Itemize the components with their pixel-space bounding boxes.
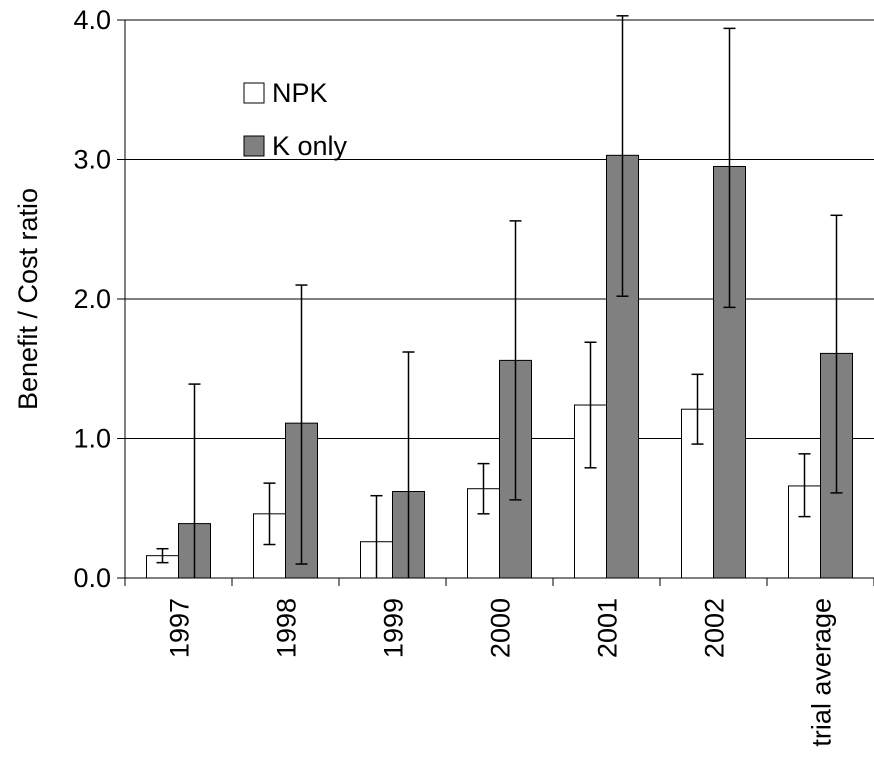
x-category-label: 2002 [700, 598, 730, 658]
y-tick-label: 2.0 [73, 284, 111, 314]
x-category-label: 1997 [165, 598, 195, 658]
error-bars [156, 15, 843, 578]
x-category-label: 2000 [486, 598, 516, 658]
bars [146, 154, 853, 579]
x-category-label: 2001 [593, 598, 623, 658]
y-tick-label: 1.0 [73, 424, 111, 454]
x-category-label: 1998 [272, 598, 302, 658]
legend-swatch-npk [243, 82, 265, 104]
y-axis-title: Benefit / Cost ratio [13, 188, 43, 410]
y-tick-label: 3.0 [73, 145, 111, 175]
x-tick-labels: 1997 1998 1999 2000 2001 2002 trial average [165, 598, 837, 747]
y-tick-labels: 0.0 1.0 2.0 3.0 4.0 [73, 5, 111, 593]
y-tick-label: 0.0 [73, 563, 111, 593]
axes [117, 19, 874, 586]
legend-label: NPK [272, 78, 328, 108]
x-category-label: trial average [807, 598, 837, 747]
legend: NPK K only [243, 78, 348, 161]
x-category-label: 1999 [379, 598, 409, 658]
legend-swatch-k-only [243, 135, 265, 157]
legend-label: K only [272, 131, 348, 161]
y-tick-label: 4.0 [73, 5, 111, 35]
